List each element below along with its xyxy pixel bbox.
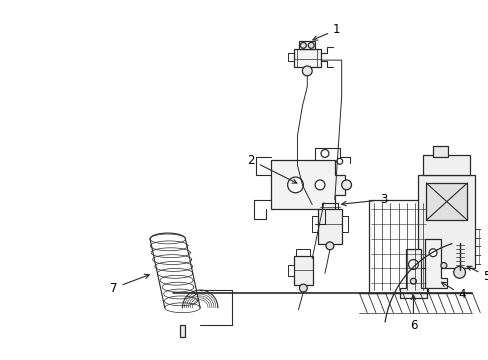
Circle shape xyxy=(321,149,328,157)
Circle shape xyxy=(407,260,417,269)
Circle shape xyxy=(287,177,303,193)
Bar xyxy=(432,145,447,157)
Polygon shape xyxy=(425,239,446,288)
Bar xyxy=(426,183,467,220)
Circle shape xyxy=(307,42,313,48)
Circle shape xyxy=(299,284,306,292)
Circle shape xyxy=(336,158,342,164)
Text: 5: 5 xyxy=(466,266,488,283)
Bar xyxy=(293,256,312,285)
Text: 1: 1 xyxy=(312,23,340,40)
Text: 6: 6 xyxy=(409,295,416,332)
Bar xyxy=(318,210,341,244)
Circle shape xyxy=(314,180,325,190)
Circle shape xyxy=(440,262,446,269)
Circle shape xyxy=(302,66,311,76)
Polygon shape xyxy=(270,160,344,210)
Polygon shape xyxy=(399,249,427,298)
Circle shape xyxy=(409,278,415,284)
Circle shape xyxy=(453,266,465,278)
Text: 7: 7 xyxy=(110,274,149,294)
Text: 2: 2 xyxy=(247,154,296,183)
Text: 3: 3 xyxy=(341,193,387,206)
Text: 4: 4 xyxy=(441,282,466,301)
Bar xyxy=(179,325,185,337)
Circle shape xyxy=(325,242,333,250)
Bar xyxy=(423,156,469,175)
Circle shape xyxy=(428,249,436,257)
Bar xyxy=(417,175,474,269)
Circle shape xyxy=(341,180,351,190)
Circle shape xyxy=(300,42,305,48)
Bar xyxy=(293,49,321,67)
Bar xyxy=(368,200,427,293)
Bar xyxy=(299,41,314,49)
